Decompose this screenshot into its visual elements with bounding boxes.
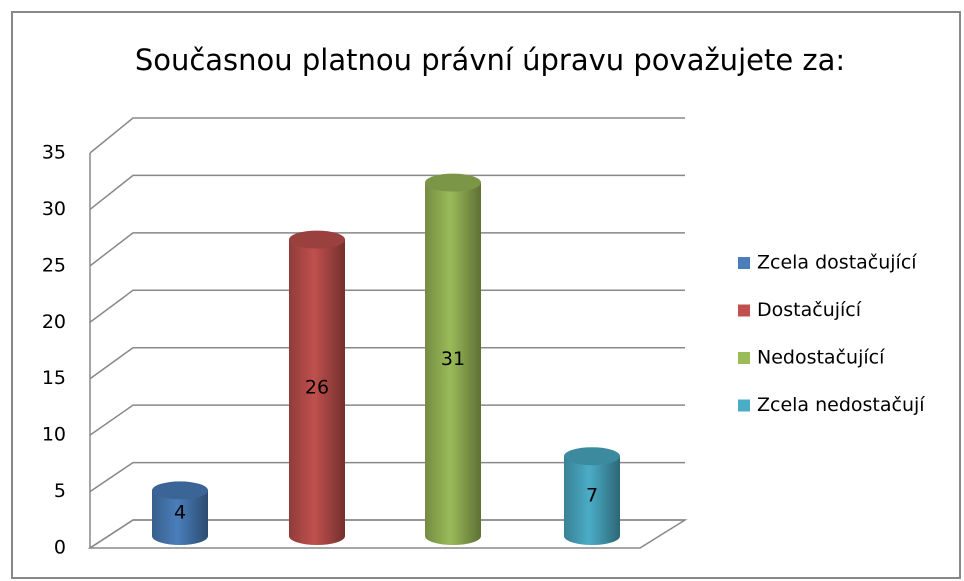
legend-label: Nedostačující xyxy=(757,347,885,369)
grid-line xyxy=(89,519,685,549)
legend-label: Dostačující xyxy=(757,299,862,321)
bar xyxy=(289,239,345,545)
y-tick-label: 35 xyxy=(42,142,66,164)
bar-top xyxy=(289,230,345,249)
legend-label: Zcela dostačující xyxy=(757,252,917,274)
legend-swatch xyxy=(738,304,750,317)
grid-line xyxy=(89,174,685,211)
chart-title: Současnou platnou právní úpravu považuje… xyxy=(135,43,845,77)
legend-swatch xyxy=(738,399,750,412)
bar xyxy=(152,490,208,545)
data-label: 7 xyxy=(586,485,598,507)
data-label: 26 xyxy=(305,376,329,398)
legend-swatch xyxy=(738,257,750,269)
grid-line xyxy=(89,232,685,267)
bar xyxy=(564,456,620,545)
bar-top xyxy=(564,447,620,466)
grid-line xyxy=(89,461,685,493)
bar-top xyxy=(425,173,481,192)
y-tick-label: 30 xyxy=(42,198,66,220)
bar-top xyxy=(152,481,208,500)
legend-label: Zcela nedostačují xyxy=(757,394,925,416)
data-label: 4 xyxy=(174,502,186,524)
legend-swatch xyxy=(738,352,750,364)
y-tick-label: 20 xyxy=(42,311,66,333)
y-tick-label: 15 xyxy=(42,367,66,389)
grid-line xyxy=(89,289,685,323)
grid-line xyxy=(89,404,685,436)
grid-line xyxy=(89,346,685,380)
y-tick-label: 10 xyxy=(42,424,66,446)
y-tick-label: 0 xyxy=(54,537,66,559)
y-tick-label: 25 xyxy=(42,254,66,276)
y-tick-label: 5 xyxy=(54,480,66,502)
bar xyxy=(425,182,481,545)
data-label: 31 xyxy=(441,348,465,370)
grid-line xyxy=(89,117,685,154)
